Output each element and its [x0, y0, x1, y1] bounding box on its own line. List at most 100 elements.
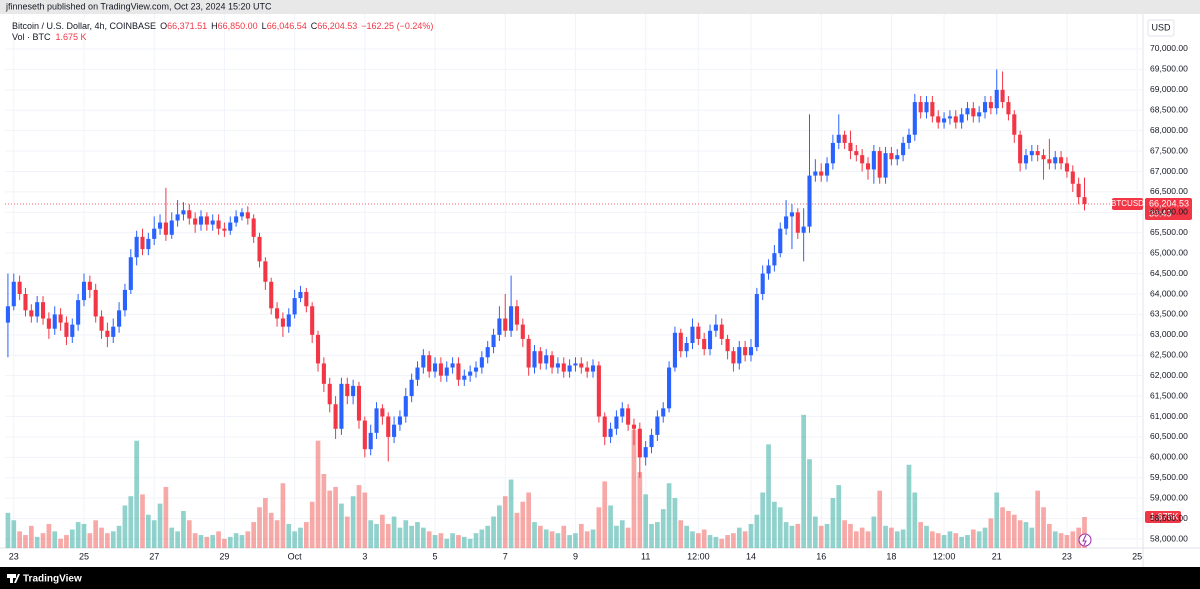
volume-bar	[75, 522, 81, 548]
volume-bar	[1052, 531, 1058, 548]
candle-body	[550, 355, 555, 368]
volume-bar	[140, 494, 145, 548]
candle-body	[11, 281, 16, 307]
candle-body	[702, 338, 707, 350]
volume-bar	[567, 535, 572, 548]
volume-bar	[877, 490, 883, 548]
y-tick-label: 61,500.00	[1150, 390, 1188, 400]
logo-mark	[10, 574, 13, 583]
candle-body	[193, 218, 198, 225]
candle-body	[854, 151, 859, 156]
volume-bar	[64, 535, 69, 548]
volume-bar	[514, 512, 520, 548]
symbol: BTCUSD	[1111, 199, 1144, 208]
candle-body	[432, 363, 438, 372]
volume-bar	[46, 523, 52, 548]
volume-bar	[912, 492, 918, 548]
volume-bar	[924, 525, 929, 548]
candle-body	[877, 151, 882, 178]
alert-icon[interactable]	[1078, 533, 1092, 547]
volume-bar	[426, 531, 432, 548]
volume-bar	[81, 523, 87, 548]
volume-bar	[883, 525, 888, 548]
candle-body	[988, 102, 993, 109]
volume-bar	[163, 486, 169, 548]
candle-body	[339, 383, 344, 429]
volume-bar	[274, 520, 280, 548]
candle-body	[924, 102, 929, 113]
candle-body	[204, 216, 209, 225]
candle-body	[631, 424, 637, 429]
currency-box[interactable]	[1147, 19, 1175, 37]
volume-bar	[549, 531, 555, 548]
candle-body	[1070, 171, 1075, 184]
volume-bar	[602, 481, 608, 548]
volume-bar	[110, 531, 116, 548]
candle-body	[351, 385, 356, 397]
x-tick-label: 29	[219, 551, 229, 561]
candle-body	[538, 351, 543, 364]
candle-body	[561, 363, 566, 372]
ohlc-label: C	[311, 21, 318, 31]
y-tick-label: 62,000.00	[1150, 370, 1188, 380]
candle-body	[181, 210, 186, 215]
volume-bar	[122, 505, 128, 548]
volume-bar	[409, 525, 414, 548]
volume-bar	[339, 503, 344, 548]
candles	[5, 69, 1087, 478]
volume-bar	[824, 523, 830, 548]
volume-bar	[432, 535, 438, 548]
candle-body	[1076, 183, 1081, 198]
volume-bar	[976, 531, 982, 548]
candle-body	[696, 326, 701, 339]
volume-bar	[1011, 514, 1017, 548]
candle-body	[626, 408, 631, 425]
candle-body	[58, 314, 63, 323]
volume-bar	[52, 531, 58, 548]
volume-bar	[947, 531, 953, 548]
candle-body	[1041, 155, 1046, 160]
candle-body	[5, 306, 10, 323]
last-price: 66,204.53	[1149, 198, 1189, 208]
candle-body	[397, 416, 402, 425]
volume-bar	[701, 529, 707, 548]
volume-bar	[479, 529, 485, 548]
candle-body	[848, 142, 853, 152]
volume-bar	[859, 527, 865, 548]
candle-body	[456, 363, 461, 380]
ohlc-value: 66,850.00	[218, 21, 258, 31]
volume-bar	[941, 535, 947, 548]
candle-body	[971, 108, 976, 117]
candle-body	[392, 424, 397, 437]
candle-body	[649, 434, 654, 448]
volume-bar	[643, 494, 649, 548]
volume-bar	[930, 531, 935, 548]
candle-body	[871, 151, 876, 170]
candle-body	[719, 324, 724, 339]
volume-bar	[298, 527, 303, 548]
volume-bar	[813, 516, 818, 548]
volume-bar	[736, 527, 742, 548]
candle-body	[754, 294, 759, 348]
candle-body	[409, 379, 414, 397]
volume-bar	[853, 531, 859, 548]
volume-bar	[309, 501, 315, 548]
volume-bar	[227, 536, 233, 548]
volume-bar	[391, 516, 397, 548]
volume-bar	[58, 538, 63, 548]
volume-bar	[754, 514, 760, 548]
candle-body	[491, 334, 496, 348]
candle-body	[444, 367, 449, 376]
candle-body	[468, 371, 473, 376]
candle-body	[737, 347, 742, 364]
candle-body	[280, 318, 285, 327]
candle-body	[1059, 157, 1064, 164]
candle-body	[942, 118, 947, 123]
volume-bar	[1006, 511, 1011, 548]
volume-bar	[1070, 531, 1076, 548]
volume-bar	[450, 533, 455, 548]
volume-bar	[836, 485, 842, 548]
candle-body	[263, 261, 268, 282]
